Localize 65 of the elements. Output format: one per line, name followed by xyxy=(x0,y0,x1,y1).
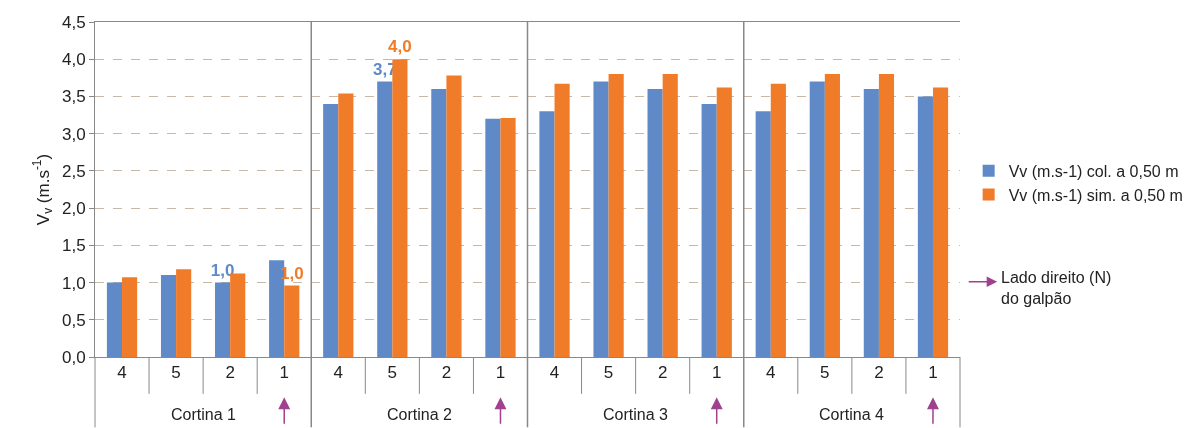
x-tick-label: 4 xyxy=(333,363,344,383)
legend-label: Vv (m.s-1) col. a 0,50 m xyxy=(1008,162,1179,180)
bar xyxy=(824,74,840,357)
bar xyxy=(917,96,933,357)
bar xyxy=(770,83,786,357)
x-tick-label: 4 xyxy=(117,363,127,383)
bar xyxy=(701,103,717,357)
x-tick-label: 1 xyxy=(495,363,506,383)
bar xyxy=(755,111,771,357)
text: Cortina 3 xyxy=(603,406,669,423)
x-tick-label: 5 xyxy=(820,363,830,383)
bar xyxy=(431,89,447,357)
bar xyxy=(863,89,879,357)
bar xyxy=(878,74,895,357)
text: Cortina 4 xyxy=(819,406,885,423)
bar xyxy=(716,87,732,357)
bar xyxy=(338,93,354,357)
bar xyxy=(662,74,678,357)
y-tick-label: 3,5 xyxy=(61,87,86,107)
bar xyxy=(809,81,825,357)
x-tick-label: 5 xyxy=(387,363,398,383)
bar xyxy=(122,277,138,357)
bar xyxy=(377,81,393,357)
bar xyxy=(593,81,609,357)
x-tick-label: 1 xyxy=(279,363,289,383)
legend-label: Vv (m.s-1) sim. a 0,50 m xyxy=(1008,186,1183,204)
bar xyxy=(323,103,339,357)
y-tick-label: 4,5 xyxy=(61,12,86,32)
bar xyxy=(932,87,949,357)
bar xyxy=(500,118,516,357)
bar xyxy=(446,75,462,357)
bar xyxy=(554,83,570,357)
y-tick-label: 2,5 xyxy=(61,161,86,181)
bar xyxy=(160,275,177,357)
x-tick-label: 2 xyxy=(657,363,668,383)
text: Cortina 1 xyxy=(171,406,237,423)
bar xyxy=(106,282,123,357)
bar xyxy=(215,282,231,357)
y-tick-label: 0,0 xyxy=(61,347,86,367)
bar xyxy=(539,111,555,357)
bar xyxy=(284,285,300,357)
text: Lado direito (N) do galpão xyxy=(1001,269,1112,307)
x-tick-label: 5 xyxy=(603,363,614,383)
data-label: 4,0 xyxy=(388,37,412,57)
x-tick-label: 2 xyxy=(225,363,235,383)
bar xyxy=(176,269,192,357)
bar xyxy=(392,59,408,357)
bar xyxy=(647,89,663,357)
x-tick-label: 2 xyxy=(441,363,452,383)
x-tick-label: 1 xyxy=(711,363,722,383)
bar xyxy=(608,74,624,357)
y-tick-label: 2,0 xyxy=(61,199,86,219)
x-tick-label: 2 xyxy=(874,363,884,383)
text: Cortina 2 xyxy=(387,406,453,423)
x-tick-label: 5 xyxy=(171,363,181,383)
y-tick-label: 1,0 xyxy=(61,273,86,293)
x-tick-label: 4 xyxy=(766,363,776,383)
y-tick-label: 3,0 xyxy=(61,124,86,144)
data-label: 1,0 xyxy=(210,260,235,280)
x-tick-label: 4 xyxy=(549,363,560,383)
y-tick-label: 0,5 xyxy=(61,310,86,330)
bar xyxy=(485,118,501,357)
y-tick-label: 4,0 xyxy=(61,50,86,70)
y-tick-label: 1,5 xyxy=(61,236,86,256)
x-tick-label: 1 xyxy=(928,363,938,383)
